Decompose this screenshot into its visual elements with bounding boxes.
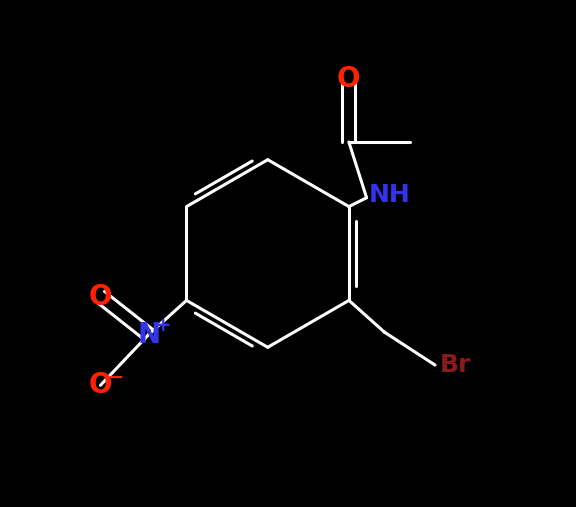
Text: Br: Br	[440, 353, 472, 377]
Text: NH: NH	[369, 183, 411, 207]
Text: O: O	[89, 371, 112, 400]
Text: O: O	[89, 282, 112, 311]
Text: O: O	[337, 64, 361, 93]
Text: −: −	[108, 368, 125, 387]
Text: N: N	[137, 320, 160, 349]
Text: +: +	[154, 316, 171, 335]
